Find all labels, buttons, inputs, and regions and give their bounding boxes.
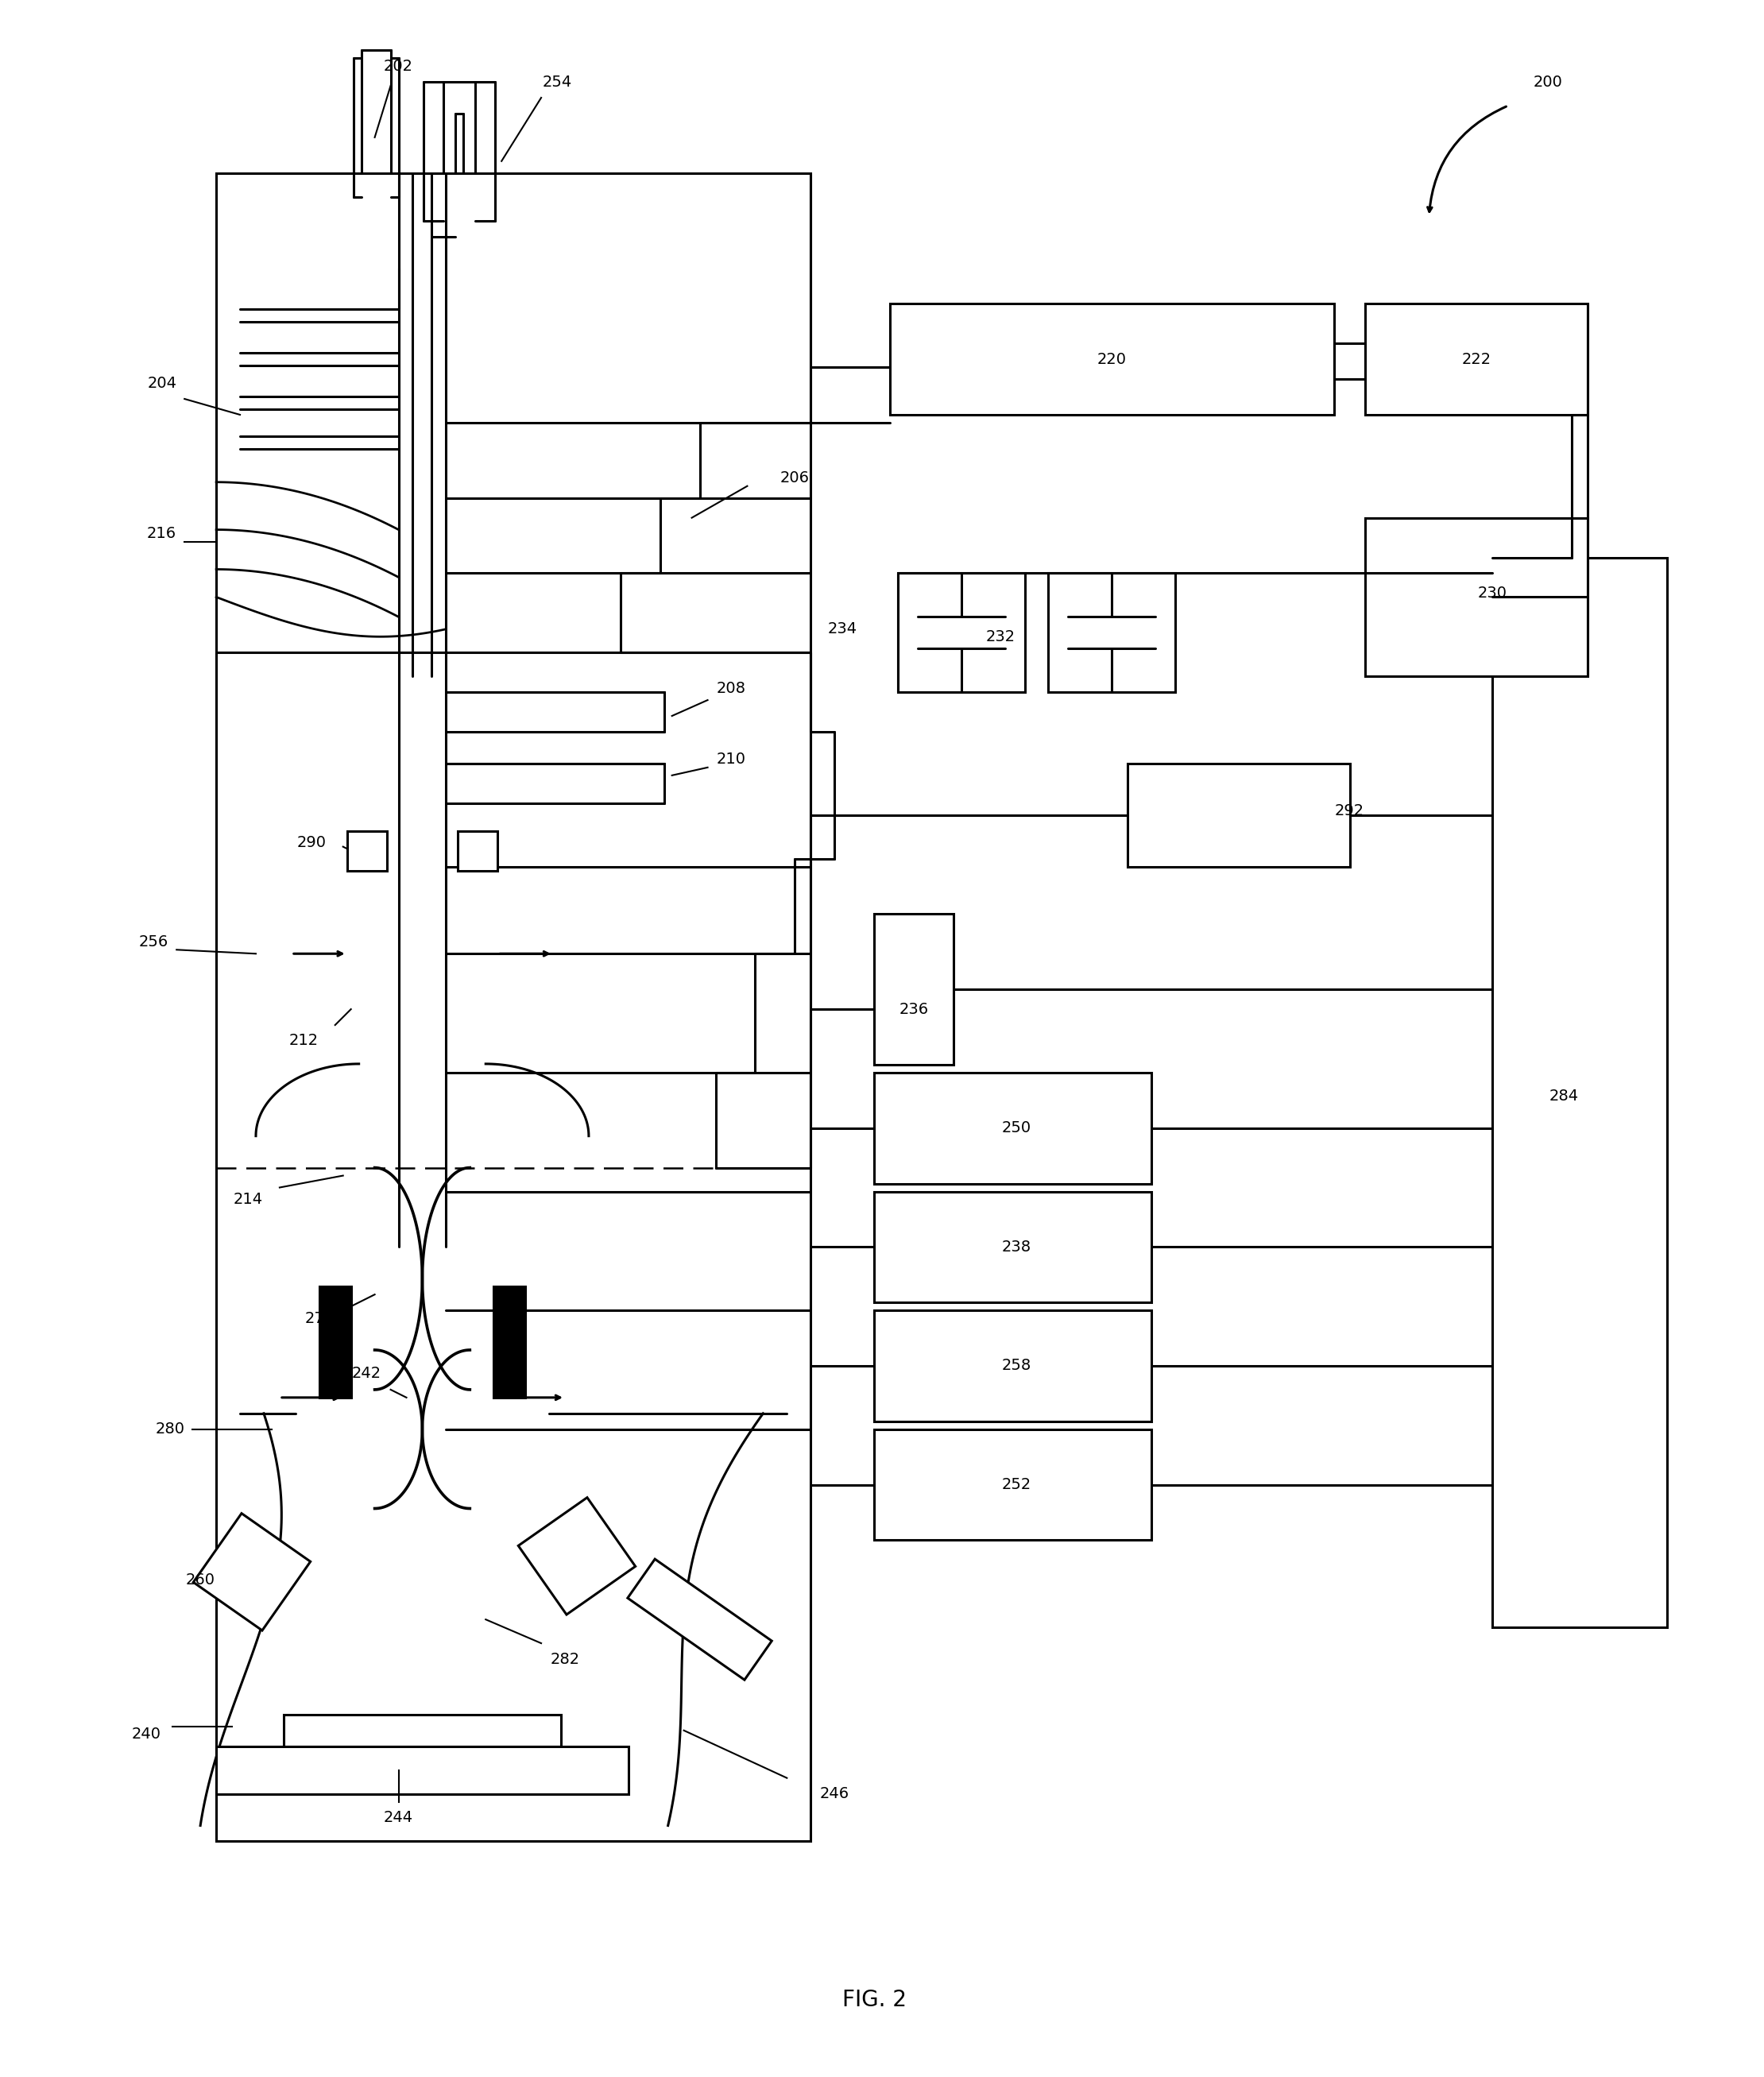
- Bar: [898, 573, 1025, 692]
- Polygon shape: [194, 1514, 310, 1630]
- Bar: [217, 172, 811, 1842]
- Text: 258: 258: [1002, 1358, 1032, 1373]
- Polygon shape: [628, 1560, 773, 1680]
- Text: 208: 208: [716, 681, 746, 696]
- Text: 256: 256: [139, 935, 169, 949]
- Bar: [217, 1747, 628, 1795]
- Bar: [875, 1072, 1152, 1184]
- Bar: [1365, 517, 1588, 677]
- Text: 204: 204: [146, 376, 176, 390]
- Text: 232: 232: [986, 629, 1016, 644]
- Text: 206: 206: [780, 471, 810, 486]
- Bar: [1048, 573, 1175, 692]
- Bar: [875, 1429, 1152, 1541]
- Bar: [875, 1192, 1152, 1302]
- Polygon shape: [358, 669, 485, 953]
- Text: 284: 284: [1549, 1088, 1579, 1103]
- Bar: [875, 1311, 1152, 1421]
- Bar: [494, 1286, 526, 1398]
- Text: 242: 242: [353, 1367, 381, 1381]
- Bar: [1365, 303, 1588, 415]
- Bar: [889, 303, 1334, 415]
- Bar: [459, 831, 497, 870]
- Bar: [284, 1716, 561, 1747]
- Text: 282: 282: [550, 1651, 580, 1666]
- Bar: [1127, 764, 1349, 866]
- Bar: [1492, 557, 1667, 1628]
- Text: 250: 250: [1002, 1120, 1032, 1136]
- Text: 222: 222: [1462, 351, 1491, 368]
- Text: 230: 230: [1478, 586, 1506, 600]
- Text: FIG. 2: FIG. 2: [841, 1990, 907, 2011]
- Text: 236: 236: [900, 1001, 928, 1018]
- Text: 246: 246: [820, 1786, 848, 1801]
- Text: 216: 216: [146, 525, 176, 542]
- Text: 234: 234: [827, 621, 857, 636]
- Text: 270: 270: [305, 1311, 333, 1325]
- Text: 252: 252: [1002, 1477, 1032, 1491]
- Text: 214: 214: [233, 1192, 263, 1207]
- Polygon shape: [519, 1498, 635, 1614]
- Text: 212: 212: [289, 1034, 318, 1049]
- Text: 238: 238: [1002, 1240, 1032, 1255]
- Text: 210: 210: [716, 752, 746, 766]
- Bar: [319, 1286, 351, 1398]
- Polygon shape: [351, 1207, 494, 1398]
- Text: 290: 290: [296, 835, 326, 849]
- Text: 200: 200: [1533, 75, 1563, 89]
- Text: 220: 220: [1097, 351, 1127, 368]
- Text: 240: 240: [131, 1726, 161, 1743]
- Bar: [348, 831, 386, 870]
- Text: 254: 254: [542, 75, 572, 89]
- Text: 244: 244: [385, 1809, 413, 1826]
- Text: 260: 260: [185, 1572, 215, 1587]
- Text: 280: 280: [155, 1421, 185, 1437]
- Text: 292: 292: [1335, 804, 1364, 818]
- Text: 202: 202: [385, 58, 413, 73]
- Bar: [875, 914, 953, 1066]
